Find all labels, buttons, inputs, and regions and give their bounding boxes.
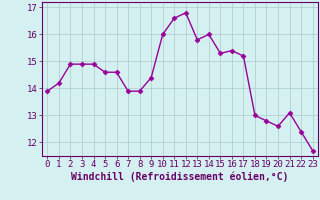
X-axis label: Windchill (Refroidissement éolien,°C): Windchill (Refroidissement éolien,°C): [71, 172, 289, 182]
